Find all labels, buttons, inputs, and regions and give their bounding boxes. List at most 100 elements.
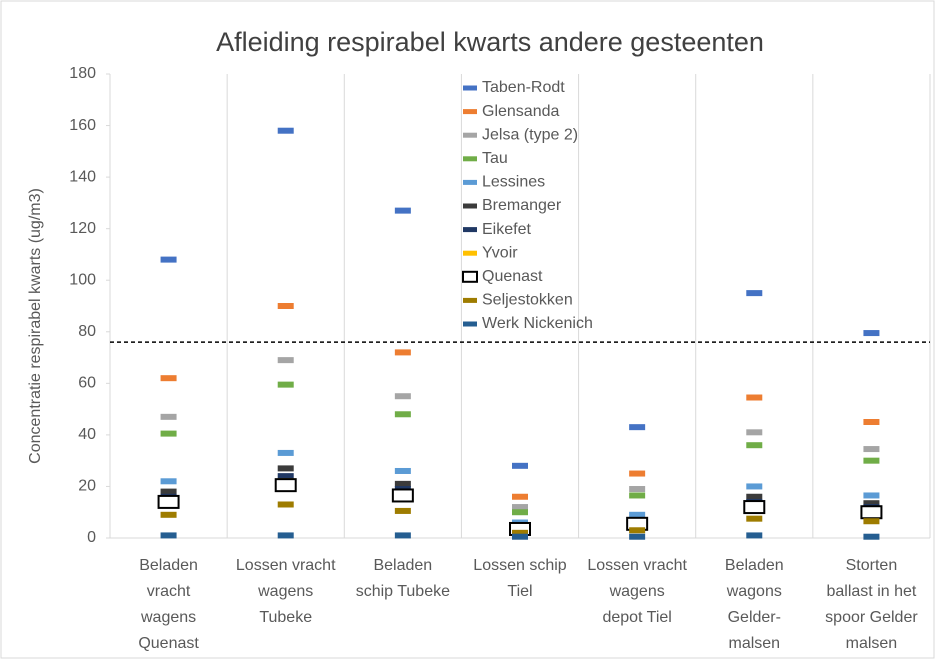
y-tick-label: 20 — [78, 478, 96, 495]
marker — [157, 494, 180, 509]
marker — [160, 488, 177, 495]
legend-label: Jelsa (type 2) — [482, 126, 578, 143]
x-tick-label: Beladen — [373, 557, 432, 574]
legend-label: Taben-Rodt — [482, 79, 565, 96]
marker — [512, 493, 528, 500]
marker — [746, 290, 763, 297]
legend-label: Glensanda — [482, 103, 559, 120]
marker — [394, 532, 411, 539]
x-tick-label: wagens — [609, 583, 665, 600]
legend-marker — [463, 109, 477, 115]
x-tick-label: Lossen vracht — [587, 557, 687, 574]
marker — [277, 532, 294, 539]
legend-label: Yvoir — [482, 244, 518, 261]
y-tick-label: 140 — [69, 168, 96, 185]
x-tick-label: schip Tubeke — [356, 583, 450, 600]
legend-label: Eikefet — [482, 221, 531, 238]
x-tick-label: depot Tiel — [602, 609, 671, 626]
x-tick-label: Beladen — [725, 557, 784, 574]
y-tick-label: 160 — [69, 117, 96, 134]
x-tick-label: wagens — [140, 609, 196, 626]
marker — [863, 518, 880, 525]
x-tick-label: Quenast — [138, 635, 199, 652]
x-tick-label: Tiel — [507, 583, 532, 600]
x-tick-label: Gelder- — [728, 609, 781, 626]
marker — [394, 507, 411, 514]
marker — [746, 483, 763, 490]
marker — [277, 357, 294, 364]
marker — [629, 492, 646, 499]
y-axis-label: Concentratie respirabel kwarts (ug/m3) — [27, 188, 44, 464]
marker — [160, 413, 177, 420]
marker — [391, 488, 414, 503]
marker — [274, 478, 297, 493]
marker — [277, 127, 294, 134]
marker — [394, 480, 411, 487]
marker — [160, 511, 177, 518]
marker — [863, 500, 880, 507]
y-tick-label: 100 — [69, 271, 96, 288]
y-tick-label: 80 — [78, 323, 96, 340]
marker — [512, 462, 528, 469]
marker — [277, 303, 294, 309]
legend-label: Tau — [482, 150, 508, 167]
x-tick-label: Storten — [846, 557, 898, 574]
legend-marker — [463, 321, 477, 327]
marker — [746, 442, 763, 449]
x-tick-label: wagens — [257, 583, 313, 600]
marker — [394, 393, 411, 400]
legend-marker — [463, 156, 477, 162]
legend-marker — [463, 297, 477, 303]
marker — [746, 532, 763, 539]
y-tick-label: 120 — [69, 220, 96, 237]
marker — [863, 330, 880, 337]
marker — [160, 256, 177, 263]
marker — [160, 532, 177, 539]
marker — [394, 207, 411, 214]
legend-marker — [463, 179, 477, 185]
legend-marker — [463, 250, 477, 256]
marker — [512, 533, 528, 540]
legend-marker — [463, 132, 477, 138]
x-tick-label: Tubeke — [259, 609, 312, 626]
marker — [512, 504, 528, 511]
y-tick-label: 0 — [87, 529, 96, 546]
marker — [160, 430, 177, 437]
y-tick-label: 40 — [78, 426, 96, 443]
x-tick-label: Beladen — [139, 557, 198, 574]
x-tick-label: wagons — [726, 583, 782, 600]
legend-label: Werk Nickenich — [482, 315, 593, 332]
legend-marker — [463, 85, 477, 91]
y-tick-label: 180 — [69, 65, 96, 82]
marker — [863, 446, 880, 453]
marker — [863, 533, 880, 540]
marker — [277, 501, 294, 508]
x-tick-label: Lossen vracht — [236, 557, 336, 574]
marker — [863, 457, 880, 464]
marker — [629, 486, 646, 493]
x-tick-label: vracht — [147, 583, 191, 600]
legend-label: Bremanger — [482, 197, 562, 214]
x-tick-label: spoor Gelder — [825, 609, 918, 626]
y-tick-label: 60 — [78, 375, 96, 392]
marker — [860, 505, 883, 520]
marker — [512, 509, 528, 516]
x-tick-label: malsen — [846, 635, 898, 652]
legend-label: Lessines — [482, 174, 545, 191]
marker — [743, 500, 766, 515]
marker — [394, 349, 411, 356]
legend-marker — [463, 203, 477, 209]
marker — [746, 394, 763, 401]
legend-marker — [462, 270, 478, 283]
marker — [277, 473, 294, 480]
marker — [629, 470, 646, 477]
marker — [160, 375, 177, 382]
marker — [629, 424, 646, 431]
marker — [629, 533, 646, 540]
chart-title: Afleiding respirabel kwarts andere geste… — [216, 27, 764, 57]
marker — [512, 529, 528, 536]
legend-label: Seljestokken — [482, 292, 573, 309]
x-tick-label: malsen — [728, 635, 780, 652]
marker — [863, 419, 880, 425]
